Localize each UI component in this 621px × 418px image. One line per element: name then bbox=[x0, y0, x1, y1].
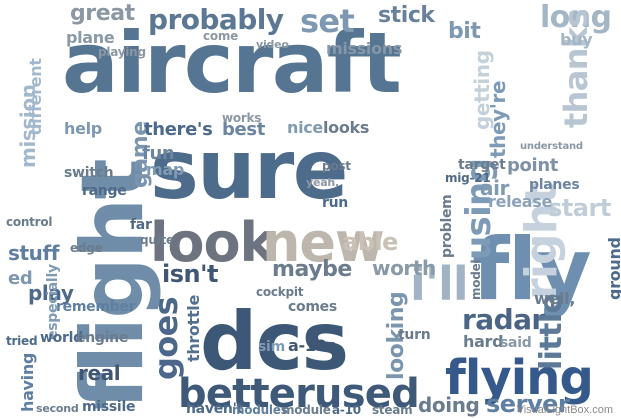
word-9: probably bbox=[148, 3, 284, 37]
word-81: mig-21 bbox=[445, 170, 491, 185]
word-16: i'll bbox=[410, 256, 469, 311]
word-56: range bbox=[82, 183, 127, 200]
word-90: buy bbox=[560, 30, 593, 50]
word-54: fun bbox=[142, 142, 175, 164]
word-57: control bbox=[6, 214, 53, 229]
word-39: release bbox=[488, 192, 553, 212]
word-27: stuff bbox=[8, 241, 60, 265]
word-24: server bbox=[486, 389, 570, 418]
word-47: missions bbox=[326, 39, 403, 59]
word-43: thanks bbox=[557, 9, 595, 128]
word-1: sure bbox=[150, 123, 348, 219]
word-61: remember bbox=[56, 299, 136, 316]
word-73: sim bbox=[258, 339, 285, 356]
word-6: betterused bbox=[178, 371, 420, 417]
word-5: flying bbox=[445, 350, 594, 407]
word-71: steam bbox=[372, 402, 413, 417]
word-91: works bbox=[222, 110, 262, 125]
word-41: ground bbox=[605, 237, 621, 300]
word-89: come bbox=[203, 28, 239, 43]
word-86: plane bbox=[66, 28, 115, 48]
word-7: look bbox=[150, 211, 275, 275]
word-92: yeah, bbox=[306, 175, 339, 189]
word-83: model bbox=[469, 259, 483, 300]
word-82: problem bbox=[439, 194, 455, 259]
word-85: mission bbox=[16, 84, 40, 168]
word-33: throttle bbox=[184, 295, 203, 362]
word-23: goes bbox=[147, 296, 185, 380]
word-25: start bbox=[548, 193, 611, 222]
word-42: well, bbox=[534, 289, 576, 309]
word-74: comes bbox=[288, 299, 337, 316]
word-13: long bbox=[540, 0, 612, 35]
word-19: maybe bbox=[272, 257, 352, 283]
word-31: doing bbox=[418, 393, 480, 417]
word-49: best bbox=[222, 118, 265, 140]
word-21: able bbox=[342, 227, 398, 256]
word-8: new bbox=[262, 211, 385, 275]
word-79: run bbox=[322, 195, 348, 212]
word-53: switch bbox=[64, 165, 114, 182]
word-0: aircraft bbox=[62, 13, 402, 112]
word-65: having bbox=[18, 352, 37, 412]
word-48: there's bbox=[144, 118, 213, 140]
word-77: quite bbox=[140, 232, 174, 247]
word-58: edge bbox=[70, 240, 103, 255]
word-46: bit bbox=[448, 19, 481, 45]
word-51: looks bbox=[323, 118, 370, 138]
word-40: air bbox=[480, 176, 510, 200]
word-3: fly bbox=[472, 219, 592, 320]
word-87: playing bbox=[98, 44, 146, 59]
word-22: worth bbox=[372, 256, 436, 280]
word-76: far bbox=[130, 217, 152, 234]
word-93: understand bbox=[520, 140, 583, 152]
word-29: real bbox=[78, 361, 121, 385]
word-68: modules bbox=[232, 402, 288, 417]
word-67: haven't bbox=[186, 401, 244, 418]
word-17: radar bbox=[462, 303, 545, 337]
watermark: VisualLightBox.com bbox=[516, 404, 613, 416]
word-59: ed bbox=[8, 267, 33, 289]
word-12: great bbox=[70, 1, 135, 27]
word-20: isn't bbox=[162, 259, 219, 288]
word-88: video bbox=[256, 37, 289, 51]
word-80: target bbox=[458, 157, 506, 174]
word-35: hard bbox=[463, 332, 504, 352]
word-38: planes bbox=[529, 177, 580, 194]
word-10: set bbox=[300, 1, 355, 40]
word-69: module bbox=[282, 402, 331, 417]
word-50: nice bbox=[287, 118, 323, 138]
word-4: dcs bbox=[200, 295, 349, 388]
word-72: turn bbox=[398, 327, 431, 344]
word-55: map bbox=[146, 160, 184, 180]
word-70: a-10 bbox=[332, 402, 361, 417]
word-66: second bbox=[36, 401, 79, 415]
word-28: play bbox=[28, 281, 74, 305]
word-78: post bbox=[322, 158, 351, 173]
word-75: cockpit bbox=[256, 284, 304, 299]
word-34: a-10c bbox=[288, 336, 336, 356]
word-62: world bbox=[40, 330, 83, 347]
word-64: tried bbox=[6, 333, 38, 348]
word-52: help bbox=[64, 119, 102, 139]
word-36: said bbox=[500, 335, 532, 352]
word-63: engine bbox=[76, 330, 129, 347]
word-45: they're bbox=[486, 80, 510, 158]
word-30: missile bbox=[82, 399, 136, 416]
word-11: stick bbox=[378, 3, 435, 29]
word-37: point bbox=[507, 154, 559, 176]
